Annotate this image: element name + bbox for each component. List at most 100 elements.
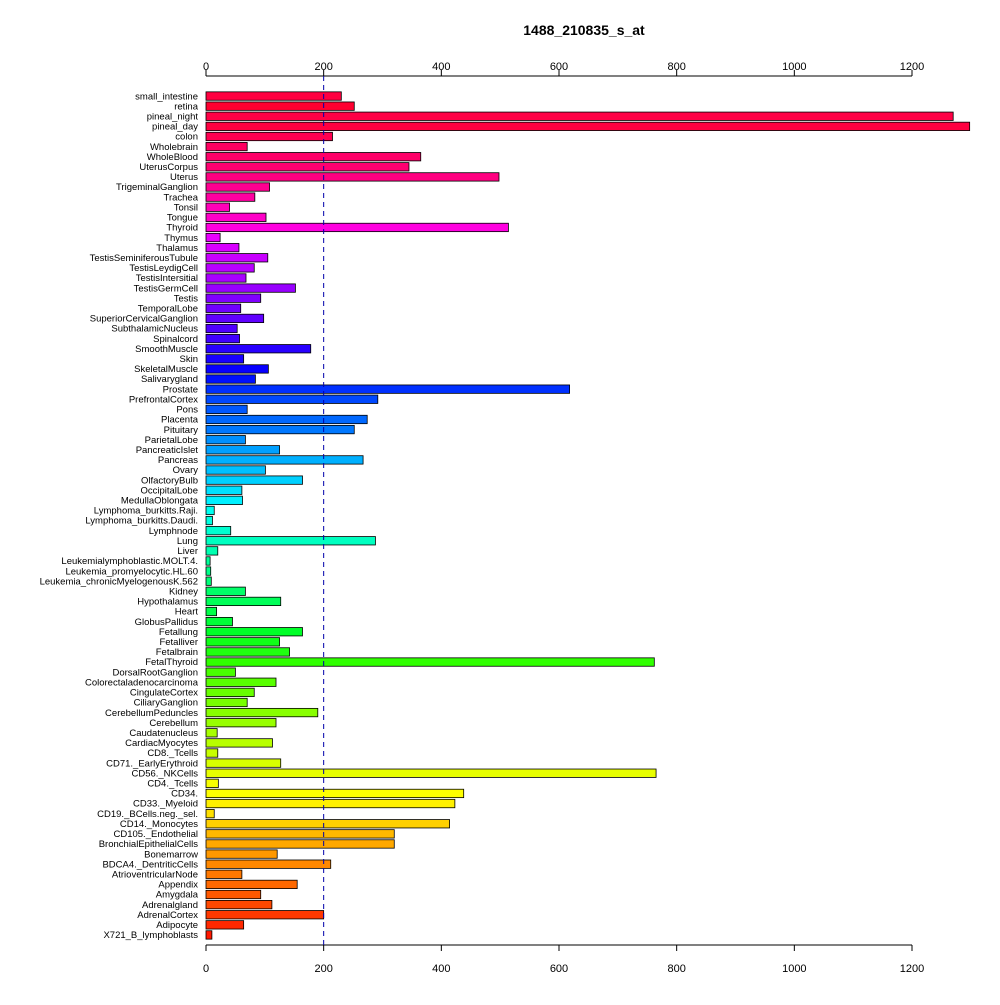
category-label: CD33._Myeloid — [133, 799, 198, 810]
category-label: Testis — [174, 293, 199, 304]
bar — [205, 526, 232, 536]
bar — [205, 879, 298, 889]
bottom-tick-label: 800 — [667, 963, 685, 975]
category-label: BronchialEpithelialCells — [99, 839, 199, 850]
bar — [205, 364, 269, 374]
category-label: CD14._Monocytes — [120, 819, 198, 830]
category-label: TestisLeydigCell — [129, 263, 198, 274]
bar — [205, 323, 238, 334]
bar — [205, 859, 332, 869]
bar — [205, 617, 233, 627]
category-label: CD4._Tcells — [147, 779, 198, 790]
bar — [205, 485, 243, 495]
category-label: OccipitalLobe — [140, 485, 198, 496]
category-label: CD56._NKCells — [131, 768, 198, 779]
category-label: CD8._Tcells — [147, 748, 198, 759]
bar — [205, 819, 450, 829]
bar — [205, 697, 248, 708]
category-label: Salivarygland — [141, 374, 198, 385]
bar — [205, 152, 422, 162]
category-label: X721_B_lymphoblasts — [103, 930, 198, 941]
category-label: Pituitary — [164, 425, 199, 436]
bar — [205, 566, 212, 576]
category-label: pineal_day — [152, 122, 198, 133]
category-label: FetalThyroid — [145, 657, 198, 668]
bar — [205, 121, 971, 131]
bottom-tick-label: 600 — [550, 963, 568, 975]
bar — [205, 536, 376, 546]
category-labels-group: small_intestineretinapineal_nightpineal_… — [40, 91, 199, 941]
category-label: GlobusPallidus — [135, 617, 199, 628]
bar — [205, 354, 245, 364]
category-label: SmoothMuscle — [135, 344, 198, 355]
category-label: CD71._EarlyErythroid — [106, 758, 198, 769]
bar — [205, 212, 267, 222]
category-label: SuperiorCervicalGanglion — [90, 314, 198, 325]
category-label: MedullaOblongata — [121, 496, 199, 507]
category-label: CD105._Endothelial — [113, 829, 198, 840]
bar — [205, 131, 333, 142]
category-label: Thalamus — [156, 243, 198, 254]
bottom-tick-label: 400 — [432, 963, 450, 975]
bar — [205, 303, 242, 313]
category-label: Leukemia_promyelocytic.HL.60 — [65, 566, 198, 577]
category-label: Cerebellum — [149, 718, 198, 729]
category-label: SubthalamicNucleus — [111, 324, 198, 335]
chart-title: 1488_210835_s_at — [523, 22, 645, 38]
bar — [205, 192, 256, 202]
top-x-axis: 0 200 400 600 800 1000 1200 — [203, 61, 924, 77]
category-label: OlfactoryBulb — [141, 475, 198, 486]
bar — [205, 253, 269, 263]
bar — [205, 869, 243, 879]
category-label: CerebellumPeduncles — [105, 708, 198, 719]
category-label: Adipocyte — [156, 920, 198, 931]
bar — [205, 849, 278, 859]
category-label: Trachea — [164, 192, 199, 203]
category-label: colon — [175, 132, 198, 143]
category-label: Heart — [175, 607, 199, 618]
bar — [205, 172, 500, 182]
bar — [205, 344, 312, 354]
category-label: Liver — [177, 546, 198, 557]
bar — [205, 829, 395, 839]
bar — [205, 718, 277, 728]
bar — [205, 930, 213, 940]
bottom-tick-label: 1000 — [782, 963, 806, 975]
bar — [205, 222, 509, 233]
bar — [205, 141, 248, 152]
category-label: Thymus — [164, 233, 198, 244]
bottom-x-axis: 0 200 400 600 800 1000 1200 — [203, 944, 924, 975]
bar — [205, 576, 212, 586]
bar — [205, 788, 465, 799]
bar — [205, 596, 282, 607]
bar — [205, 515, 213, 526]
category-label: Fetalbrain — [156, 647, 198, 658]
category-label: Leukemia_chronicMyelogenousK.562 — [40, 576, 198, 587]
category-label: Lung — [177, 536, 198, 547]
category-label: Fetalliver — [159, 637, 198, 648]
bar — [205, 657, 655, 667]
category-label: Pancreas — [158, 455, 198, 466]
bottom-tick-label: 1200 — [900, 963, 924, 975]
bar — [205, 920, 245, 930]
category-label: Uterus — [170, 172, 198, 183]
bar — [205, 748, 219, 758]
category-label: ParietalLobe — [145, 435, 198, 446]
bar — [205, 707, 319, 718]
bar — [205, 667, 236, 677]
bottom-tick-label: 200 — [314, 963, 332, 975]
bar — [205, 384, 570, 394]
category-label: CardiacMyocytes — [125, 738, 198, 749]
bar — [205, 111, 954, 121]
top-tick-label: 1000 — [782, 61, 806, 73]
category-label: Caudatenucleus — [129, 728, 198, 739]
category-label: TestisGermCell — [134, 283, 198, 294]
category-label: Tongue — [167, 213, 198, 224]
bar — [205, 586, 246, 596]
category-label: CD34. — [171, 789, 198, 800]
bars-group — [205, 91, 971, 940]
bar — [205, 758, 282, 768]
bar — [205, 687, 255, 697]
top-tick-label: 0 — [203, 61, 209, 73]
bar — [205, 374, 256, 384]
